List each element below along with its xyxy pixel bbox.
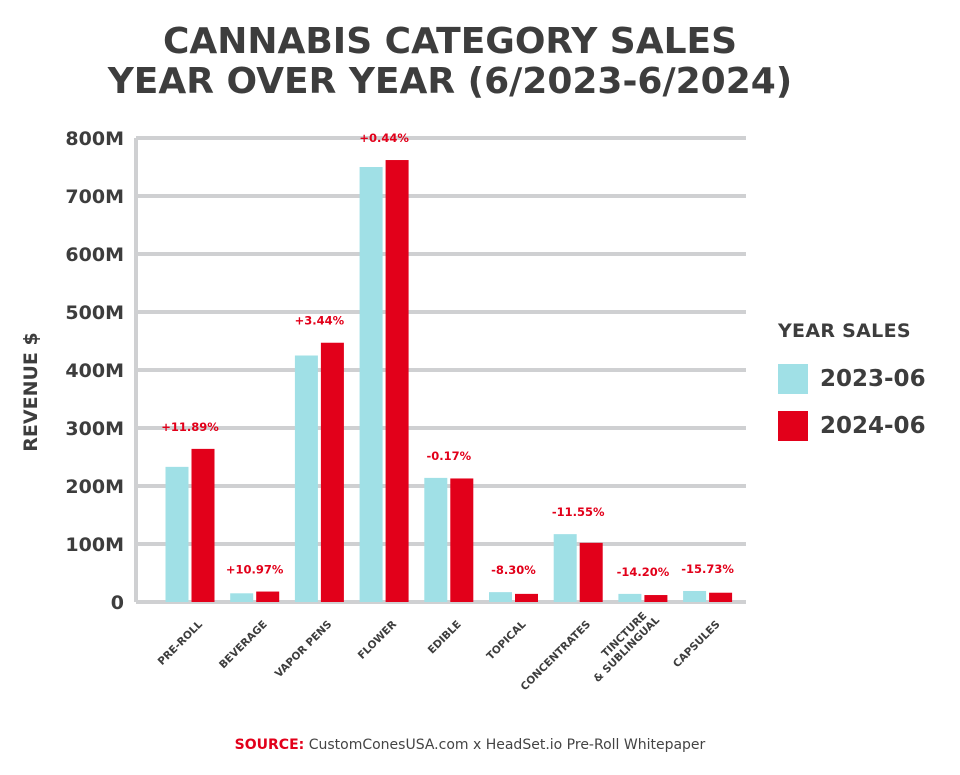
legend-label-2024: 2024-06 bbox=[820, 413, 926, 439]
bar-2024-06 bbox=[709, 592, 733, 602]
bar-2024-06 bbox=[515, 593, 538, 602]
x-tick-label-line: CAPSULES bbox=[671, 618, 723, 670]
bar-2023-06 bbox=[683, 590, 707, 602]
bar-2024-06 bbox=[191, 448, 215, 602]
annotations: +11.89% +10.97% +3.44% +0.44% -0.17% -8.30% -1… bbox=[161, 131, 734, 579]
y-tick-label: 300M bbox=[65, 418, 124, 440]
bar-2023-06 bbox=[618, 593, 642, 602]
y-tick-label: 800M bbox=[65, 128, 124, 150]
change-annotation: +10.97% bbox=[226, 563, 284, 577]
source-key: SOURCE: bbox=[234, 737, 305, 753]
change-annotation: -11.55% bbox=[552, 505, 605, 519]
bar-2024-06 bbox=[644, 595, 668, 602]
y-tick-label: 700M bbox=[65, 186, 124, 208]
legend-swatch-2024 bbox=[778, 411, 808, 441]
y-axis-ticks: 0 100M 200M 300M 400M 500M 600M 700M 800M bbox=[65, 128, 124, 614]
x-tick-label: TINCTURE& SUBLINGUAL bbox=[591, 610, 662, 685]
bar-2023-06 bbox=[424, 477, 448, 602]
bar-2024-06 bbox=[450, 478, 474, 602]
legend-title: YEAR SALES bbox=[778, 320, 911, 342]
legend-item-2023: 2023-06 bbox=[778, 364, 926, 394]
bar-2023-06 bbox=[230, 593, 254, 602]
x-tick-label-line: FLOWER bbox=[356, 618, 399, 661]
x-tick-label: PRE-ROLL bbox=[156, 618, 206, 668]
y-tick-label: 400M bbox=[65, 360, 124, 382]
chart-title-line-2: YEAR OVER YEAR (6/2023-6/2024) bbox=[107, 61, 793, 102]
bar-2024-06 bbox=[320, 342, 344, 602]
legend: YEAR SALES 2023-06 2024-06 bbox=[778, 320, 926, 458]
bar-2023-06 bbox=[553, 534, 577, 602]
bar-2023-06 bbox=[165, 466, 189, 602]
x-tick-label: BEVERAGE bbox=[217, 618, 270, 671]
x-tick-label-line: CONCENTRATES bbox=[519, 618, 594, 693]
y-tick-label: 100M bbox=[65, 534, 124, 556]
chart-title: CANNABIS CATEGORY SALES YEAR OVER YEAR (… bbox=[0, 22, 900, 102]
x-tick-label: FLOWER bbox=[356, 618, 399, 661]
bar-2023-06 bbox=[359, 167, 383, 602]
change-annotation: +11.89% bbox=[161, 420, 219, 434]
legend-label-2023: 2023-06 bbox=[820, 366, 926, 392]
change-annotation: +0.44% bbox=[359, 131, 409, 145]
x-axis-ticks: PRE-ROLL BEVERAGE VAPOR PENS FLOWER EDIBLE TO… bbox=[156, 610, 723, 693]
legend-swatch-2023 bbox=[778, 364, 808, 394]
x-tick-label: CONCENTRATES bbox=[519, 618, 594, 693]
change-annotation: -15.73% bbox=[681, 562, 734, 576]
bar-2024-06 bbox=[385, 160, 409, 603]
y-tick-label: 200M bbox=[65, 476, 124, 498]
change-annotation: +3.44% bbox=[295, 314, 345, 328]
x-tick-label-line: EDIBLE bbox=[426, 618, 464, 656]
bars bbox=[165, 160, 733, 603]
x-tick-label-line: TOPICAL bbox=[484, 618, 528, 662]
change-annotation: -0.17% bbox=[426, 449, 471, 463]
x-tick-label: VAPOR PENS bbox=[273, 618, 335, 680]
bar-2024-06 bbox=[579, 542, 603, 602]
bar-2024-06 bbox=[256, 591, 280, 602]
y-tick-label: 500M bbox=[65, 302, 124, 324]
y-tick-label: 600M bbox=[65, 244, 124, 266]
x-tick-label: CAPSULES bbox=[671, 618, 723, 670]
x-tick-label-line: PRE-ROLL bbox=[156, 618, 206, 668]
source-text: CustomConesUSA.com x HeadSet.io Pre-Roll… bbox=[304, 737, 706, 753]
x-tick-label-line: VAPOR PENS bbox=[273, 618, 335, 680]
change-annotation: -14.20% bbox=[617, 565, 670, 579]
x-tick-label-line: BEVERAGE bbox=[217, 618, 270, 671]
y-axis-label: REVENUE $ bbox=[20, 332, 42, 451]
x-tick-label: EDIBLE bbox=[426, 618, 464, 656]
source-note: SOURCE: CustomConesUSA.com x HeadSet.io … bbox=[0, 737, 940, 753]
x-tick-label: TOPICAL bbox=[484, 618, 528, 662]
legend-item-2024: 2024-06 bbox=[778, 411, 926, 441]
bar-2023-06 bbox=[294, 355, 318, 602]
bar-2023-06 bbox=[489, 592, 512, 602]
chart-title-line-1: CANNABIS CATEGORY SALES bbox=[162, 21, 738, 62]
change-annotation: -8.30% bbox=[491, 563, 536, 577]
y-tick-label: 0 bbox=[111, 592, 124, 614]
